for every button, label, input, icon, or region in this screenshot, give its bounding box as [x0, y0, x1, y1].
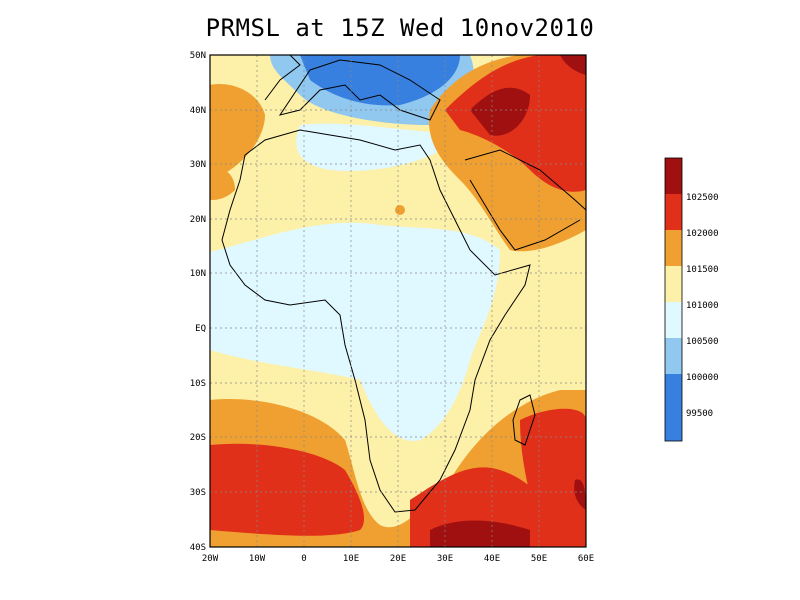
colorbar-label: 100000 — [686, 373, 719, 383]
y-tick: 20S — [190, 433, 206, 443]
y-tick: 20N — [190, 215, 206, 225]
y-tick: 40S — [190, 543, 206, 553]
map-frame — [209, 54, 587, 548]
x-tick: 30E — [437, 554, 453, 564]
colorbar-label: 99500 — [686, 409, 713, 419]
colorbar-label: 102500 — [686, 193, 719, 203]
colorbar-label: 101500 — [686, 265, 719, 275]
colorbar-swatch — [665, 194, 682, 230]
x-tick: 10W — [249, 554, 266, 564]
colorbar-swatch — [665, 302, 682, 338]
x-tick: 20W — [202, 554, 219, 564]
y-axis-labels: 50N 40N 30N 20N 10N EQ 10S 20S 30S 40S — [190, 51, 206, 553]
map-title: PRMSL at 15Z Wed 10nov2010 — [205, 14, 595, 42]
y-tick: 10S — [190, 379, 206, 389]
arabia-outline — [464, 149, 586, 251]
colorbar-swatch — [665, 338, 682, 374]
grid-lines — [210, 55, 586, 547]
y-tick: 10N — [190, 269, 206, 279]
y-tick: 40N — [190, 106, 206, 116]
colorbar-label: 101000 — [686, 301, 719, 311]
x-tick: 60E — [578, 554, 594, 564]
y-tick: 30N — [190, 160, 206, 170]
x-tick: 10E — [343, 554, 359, 564]
x-tick: 20E — [390, 554, 406, 564]
colorbar-label: 102000 — [686, 229, 719, 239]
europe-outline — [264, 55, 441, 121]
colorbar: 102500 102000 101500 101000 100500 10000… — [664, 157, 719, 442]
colorbar-swatch — [665, 266, 682, 302]
y-tick: EQ — [195, 324, 206, 334]
x-axis-labels: 20W 10W 0 10E 20E 30E 40E 50E 60E — [202, 554, 594, 564]
y-tick: 30S — [190, 488, 206, 498]
colorbar-swatch — [665, 158, 682, 194]
y-tick: 50N — [190, 51, 206, 61]
colorbar-swatch — [665, 374, 682, 441]
coastline — [221, 129, 531, 513]
x-tick: 50E — [531, 554, 547, 564]
x-tick: 40E — [484, 554, 500, 564]
madagascar-outline — [512, 394, 536, 446]
colorbar-label: 100500 — [686, 337, 719, 347]
x-tick: 0 — [301, 554, 306, 564]
colorbar-swatch — [665, 230, 682, 266]
